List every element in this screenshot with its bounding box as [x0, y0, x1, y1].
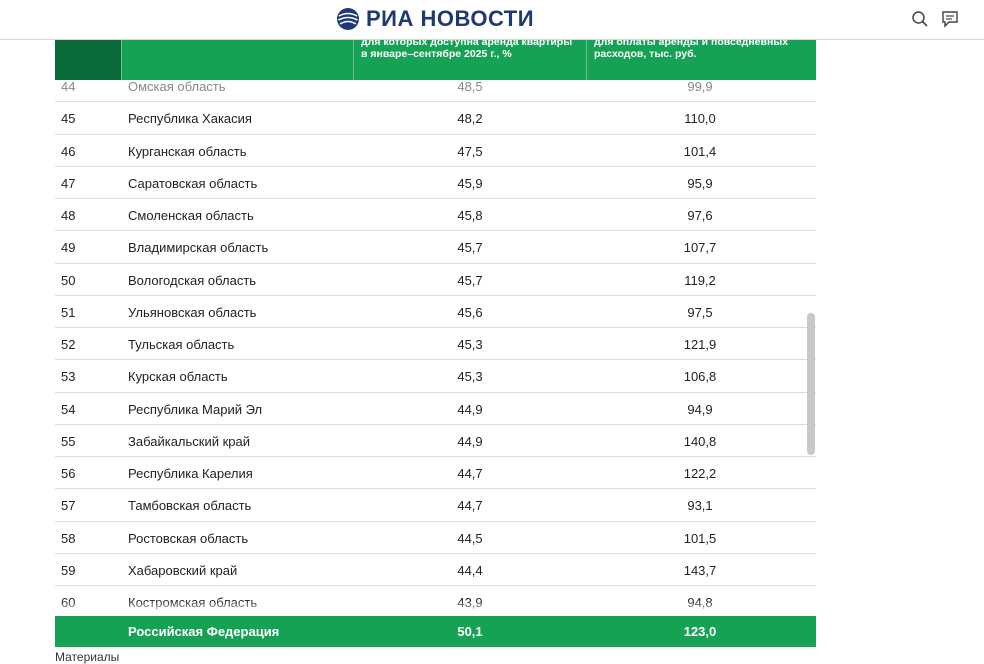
row-region: Хабаровский край	[128, 562, 238, 578]
table-row: 51 Ульяновская область 45,6 97,5	[55, 296, 816, 328]
column-divider	[353, 39, 354, 80]
below-table-text: Материалы	[55, 650, 120, 664]
row-number: 58	[61, 530, 76, 546]
comments-icon[interactable]	[941, 10, 959, 28]
row-income-needed: 143,7	[683, 562, 717, 578]
row-income-needed: 95,9	[687, 175, 713, 191]
row-region: Саратовская область	[128, 175, 258, 191]
logo-text: РИА НОВОСТИ	[366, 6, 535, 31]
row-rent-share: 44,4	[457, 562, 483, 578]
table-row: 48 Смоленская область 45,8 97,6	[55, 199, 816, 232]
table-row: 56 Республика Карелия 44,7 122,2	[55, 457, 816, 490]
table-row: 50 Вологодская область 45,7 119,2	[55, 264, 816, 296]
row-number: 55	[61, 433, 76, 449]
row-income-needed: 107,7	[683, 240, 717, 256]
row-region: Омская область	[128, 79, 226, 94]
row-rent-share: 45,6	[457, 304, 483, 320]
row-income-needed: 121,9	[683, 337, 717, 352]
row-number: 49	[61, 240, 76, 256]
table-scrollbar[interactable]	[807, 313, 815, 455]
table-row: 44 Омская область 48,5 99,9	[55, 70, 816, 103]
row-income-needed: 97,5	[687, 304, 713, 320]
row-rent-share: 48,5	[457, 79, 483, 94]
row-rent-share: 45,3	[457, 369, 483, 385]
row-number: 48	[61, 208, 76, 223]
row-income-needed: 101,5	[683, 530, 717, 546]
row-rent-share: 45,9	[457, 175, 483, 191]
row-rent-share: 47,5	[457, 143, 483, 159]
row-region: Курганская область	[128, 143, 247, 159]
site-header: РИА НОВОСТИ	[0, 0, 984, 40]
table-total-row: Российская Федерация 50,1 123,0	[55, 616, 816, 647]
table-body: 44 Омская область 48,5 99,9 45 Республика Хак…	[55, 70, 816, 619]
row-rent-share: 45,8	[457, 208, 483, 223]
table-row: 54 Республика Марий Эл 44,9 94,9	[55, 393, 816, 425]
row-number: 44	[61, 79, 76, 94]
total-income-needed: 123,0	[683, 624, 717, 639]
row-region: Республика Марий Эл	[128, 401, 263, 417]
row-region: Тульская область	[128, 337, 235, 352]
row-number: 46	[61, 143, 76, 159]
column-divider	[121, 39, 122, 80]
table-row: 46 Курганская область 47,5 101,4	[55, 135, 816, 167]
table-row: 57 Тамбовская область 44,7 93,1	[55, 489, 816, 522]
row-rent-share: 48,2	[457, 111, 483, 127]
row-income-needed: 94,9	[687, 401, 713, 417]
search-icon[interactable]	[911, 10, 929, 28]
row-region: Ростовская область	[128, 530, 249, 546]
row-region: Тамбовская область	[128, 498, 252, 514]
total-region: Российская Федерация	[128, 624, 280, 639]
row-region: Республика Карелия	[128, 466, 253, 481]
row-region: Республика Хакасия	[128, 111, 252, 127]
table-row: 49 Владимирская область 45,7 107,7	[55, 231, 816, 264]
row-income-needed: 97,6	[687, 208, 713, 223]
row-number: 54	[61, 401, 76, 417]
row-number: 45	[61, 111, 76, 127]
row-income-needed: 110,0	[684, 111, 716, 127]
row-number: 56	[61, 466, 76, 481]
row-number: 57	[61, 498, 76, 514]
table-row: 59 Хабаровский край 44,4 143,7	[55, 554, 816, 586]
row-region: Вологодская область	[128, 272, 257, 288]
ria-logo[interactable]: РИА НОВОСТИ	[336, 6, 534, 32]
row-rent-share: 44,9	[457, 401, 483, 417]
row-rent-share: 44,5	[457, 530, 483, 546]
row-rent-share: 45,7	[457, 240, 483, 256]
row-number: 59	[61, 562, 76, 578]
row-income-needed: 119,2	[684, 272, 716, 288]
row-number: 51	[61, 304, 76, 320]
row-number: 52	[61, 337, 76, 352]
row-number: 50	[61, 272, 76, 288]
row-income-needed: 122,2	[683, 466, 717, 481]
row-income-needed: 101,4	[683, 143, 717, 159]
row-rent-share: 45,3	[457, 337, 483, 352]
row-number: 53	[61, 369, 76, 385]
table-header-num-cell	[55, 39, 121, 80]
table-row: 47 Саратовская область 45,9 95,9	[55, 167, 816, 199]
row-region: Владимирская область	[128, 240, 269, 256]
row-income-needed: 140,8	[683, 433, 717, 449]
row-region: Забайкальский край	[128, 433, 251, 449]
table-row: 52 Тульская область 45,3 121,9	[55, 328, 816, 361]
row-region: Смоленская область	[128, 208, 254, 223]
table-row: 55 Забайкальский край 44,9 140,8	[55, 425, 816, 457]
row-rent-share: 44,7	[457, 466, 483, 481]
ria-globe-icon	[337, 8, 359, 30]
table-row: 53 Курская область 45,3 106,8	[55, 360, 816, 393]
row-income-needed: 93,1	[687, 498, 713, 514]
row-rent-share: 44,9	[457, 433, 483, 449]
table-row: 58 Ростовская область 44,5 101,5	[55, 522, 816, 554]
table-row: 45 Республика Хакасия 48,2 110,0	[55, 102, 816, 135]
total-rent-share: 50,1	[457, 624, 483, 639]
row-region: Курская область	[128, 369, 228, 385]
scroll-fade	[0, 600, 984, 616]
row-income-needed: 99,9	[687, 79, 713, 94]
row-number: 47	[61, 175, 76, 191]
row-income-needed: 106,8	[683, 369, 717, 385]
row-rent-share: 44,7	[457, 498, 483, 514]
row-rent-share: 45,7	[457, 272, 483, 288]
row-region: Ульяновская область	[128, 304, 257, 320]
table-header: для которых доступна аренда квартиры в я…	[55, 36, 816, 80]
column-divider	[586, 39, 587, 80]
